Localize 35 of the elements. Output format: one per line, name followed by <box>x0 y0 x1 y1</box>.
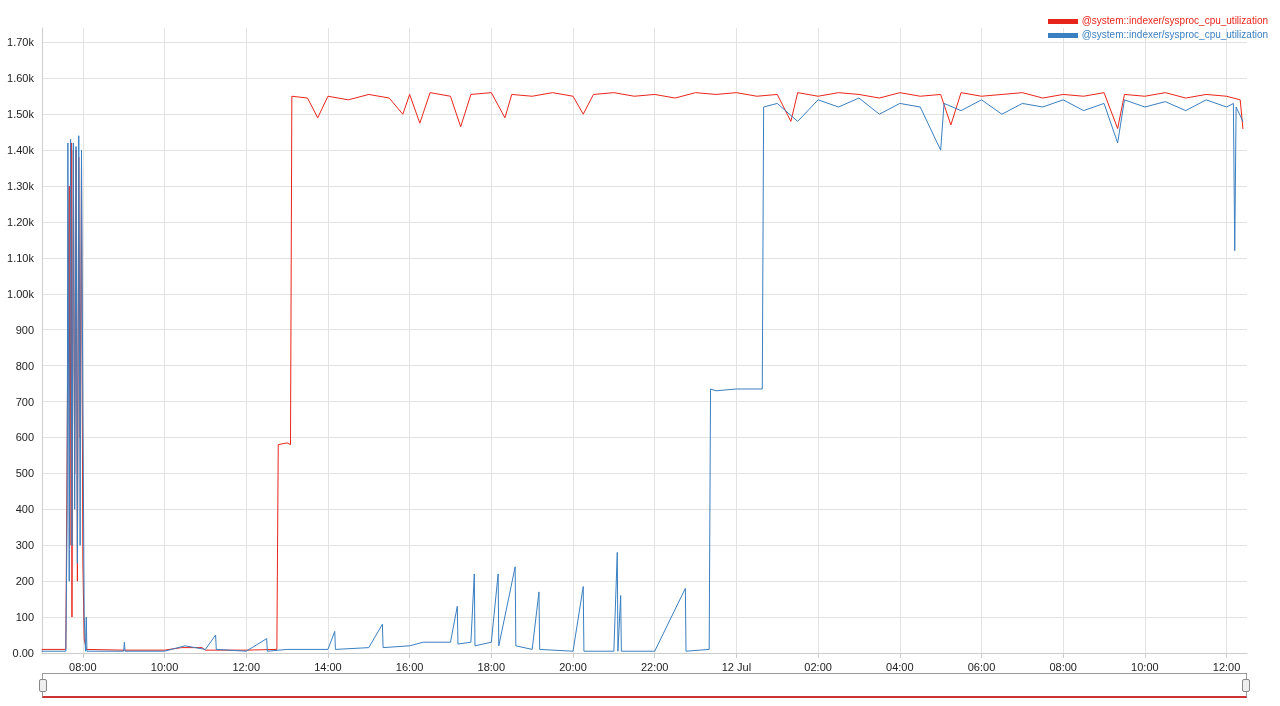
y-tick-label: 1.70k <box>7 36 35 49</box>
y-tick-label: 400 <box>15 503 34 516</box>
y-tick-label: 0.00 <box>12 647 34 659</box>
x-tick-label: 16:00 <box>395 660 424 673</box>
y-tick-label: 800 <box>15 359 34 372</box>
y-tick-label: 500 <box>15 467 34 480</box>
x-tick-label: 06:00 <box>967 660 996 673</box>
x-tick-label: 02:00 <box>804 660 832 673</box>
y-tick-label: 1.50k <box>7 108 35 121</box>
y-tick-label: 900 <box>15 323 34 336</box>
y-tick-label: 600 <box>15 431 34 444</box>
x-tick-label: 10:00 <box>1131 660 1159 673</box>
x-tick-label: 08:00 <box>1049 660 1077 673</box>
y-tick-label: 1.60k <box>7 72 35 85</box>
x-tick-label: 12:00 <box>1212 660 1241 673</box>
y-tick-label: 300 <box>15 539 34 552</box>
x-tick-label: 12 Jul <box>721 660 752 673</box>
y-tick-label: 1.10k <box>7 251 35 264</box>
x-tick-label: 04:00 <box>886 660 914 673</box>
x-tick-label: 22:00 <box>640 660 669 673</box>
x-tick-label: 10:00 <box>150 660 179 673</box>
x-tick-label: 14:00 <box>314 660 342 673</box>
y-tick-label: 200 <box>15 575 34 588</box>
x-tick-label: 18:00 <box>477 660 506 673</box>
x-tick-label: 12:00 <box>232 660 260 673</box>
y-tick-label: 1.40k <box>7 144 35 157</box>
y-tick-label: 1.30k <box>7 180 35 193</box>
y-tick-label: 1.00k <box>7 287 35 300</box>
y-tick-label: 700 <box>15 395 34 408</box>
y-tick-label: 1.20k <box>7 215 35 228</box>
legend-label: @system::indexer/sysproc_cpu_utilization <box>1081 29 1268 40</box>
legend-label: @system::indexer/sysproc_cpu_utilization <box>1081 15 1268 26</box>
x-tick-label: 20:00 <box>559 660 587 673</box>
y-tick-label: 100 <box>15 611 34 624</box>
x-tick-label: 08:00 <box>69 660 97 673</box>
